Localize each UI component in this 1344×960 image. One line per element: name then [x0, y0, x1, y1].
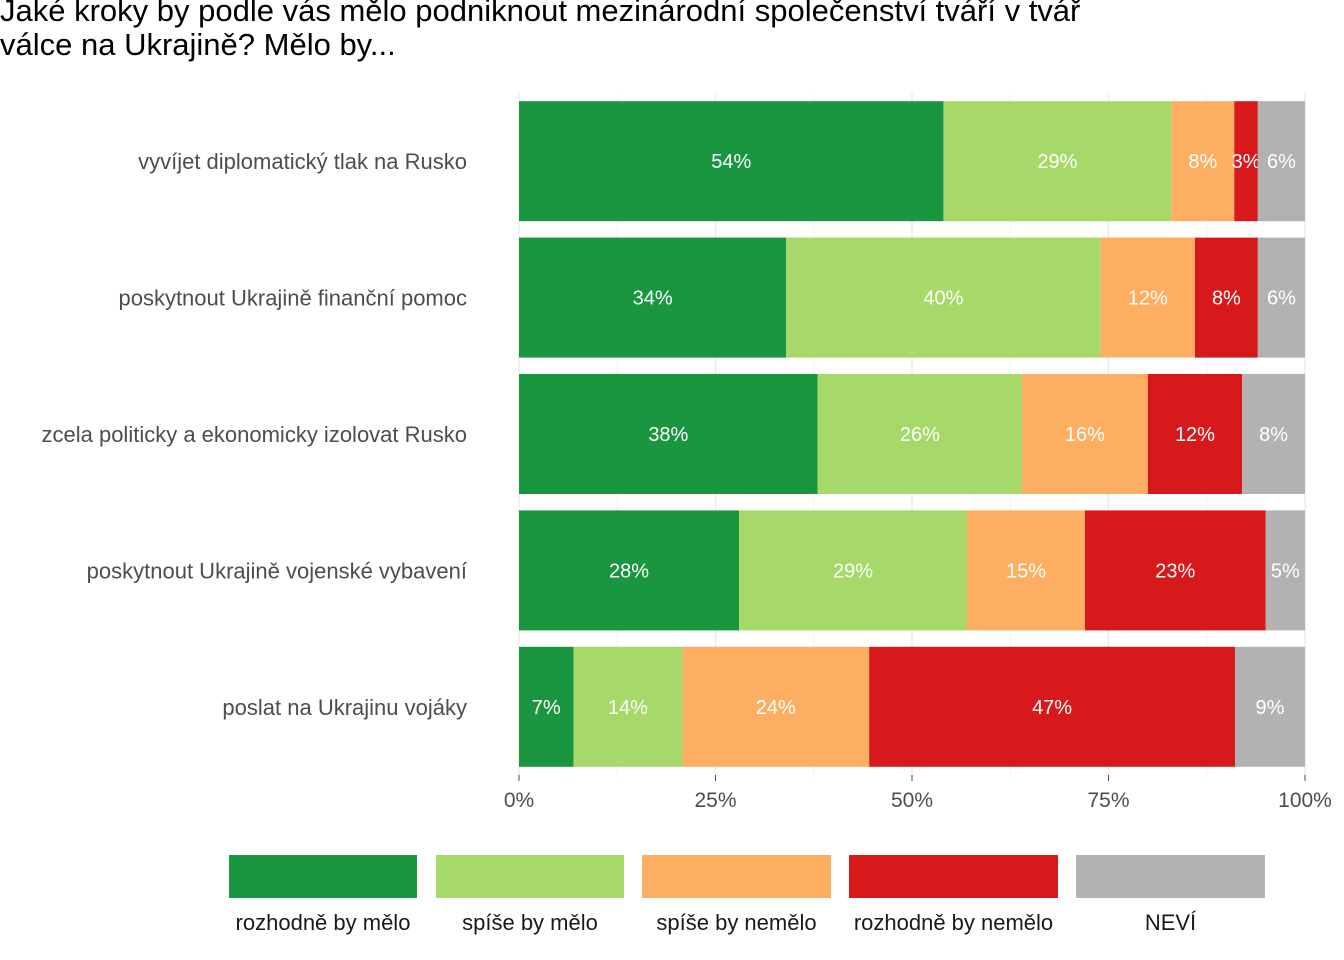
category-label: poslat na Ukrajinu vojáky	[222, 695, 467, 720]
bar-value-label: 40%	[923, 288, 963, 310]
bar-value-label: 24%	[756, 697, 796, 719]
bar-segment-nevi	[1257, 101, 1305, 222]
bar-segment-spise-by-melo	[817, 374, 1023, 494]
chart-title-line-1: Jaké kroky by podle vás mělo podniknout …	[0, 0, 1081, 28]
legend-key-nevi	[1076, 855, 1265, 898]
legend-key-rozhodne-by-melo	[229, 855, 417, 898]
bar-segment-rozhodne-by-nemelo	[1147, 374, 1243, 494]
bar-value-label: 29%	[833, 560, 873, 582]
bar-segment-rozhodne-by-nemelo	[1234, 101, 1258, 222]
bar-value-label: 26%	[900, 424, 940, 446]
legend-label: NEVÍ	[1145, 910, 1197, 935]
bar-value-label: 15%	[1006, 560, 1046, 582]
bar-value-label: 8%	[1188, 151, 1217, 173]
bars: 54% 29% 8% 3% 6% 34% 40% 12% 8% 6% 38% 26% 16% 12% 8% 2…	[519, 101, 1305, 767]
bar-value-label: 6%	[1267, 151, 1296, 173]
bar-segment-spise-by-melo	[573, 646, 683, 767]
bar-segment-rozhodne-by-melo	[519, 510, 740, 631]
category-label: zcela politicky a ekonomicky izolovat Ru…	[41, 422, 467, 447]
legend-key-rozhodne-by-nemelo	[849, 855, 1058, 898]
x-tick-label: 75%	[1087, 789, 1129, 812]
category-labels: vyvíjet diplomatický tlak na Rusko poskyt…	[41, 149, 467, 720]
x-tick-label: 50%	[891, 789, 933, 812]
legend-label: rozhodně by mělo	[236, 910, 411, 935]
category-label: poskytnout Ukrajině vojenské vybavení	[87, 558, 467, 583]
bar-value-label: 9%	[1256, 697, 1285, 719]
bar-value-label: 47%	[1032, 697, 1072, 719]
bar-value-label: 38%	[648, 424, 688, 446]
bar-segment-rozhodne-by-melo	[519, 646, 574, 767]
bar-segment-spise-by-nemelo	[682, 646, 870, 767]
x-tick-label: 100%	[1278, 789, 1332, 812]
legend: rozhodně by mělo spíše by mělo spíše by ne…	[229, 855, 1265, 935]
bar-segment-spise-by-melo	[786, 237, 1101, 358]
bar-segment-nevi	[1257, 237, 1305, 358]
x-tick-label: 25%	[694, 789, 736, 812]
legend-key-spise-by-melo	[436, 855, 624, 898]
bar-segment-spise-by-nemelo	[1100, 237, 1195, 358]
bar-segment-spise-by-melo	[943, 101, 1172, 222]
bar-value-label: 3%	[1232, 151, 1261, 173]
category-label: poskytnout Ukrajině finanční pomoc	[118, 286, 467, 311]
bar-segment-spise-by-melo	[739, 510, 968, 631]
bar-value-label: 8%	[1212, 288, 1241, 310]
bar-segment-rozhodne-by-nemelo	[1194, 237, 1258, 358]
bar-value-label: 12%	[1175, 424, 1215, 446]
bar-value-label: 14%	[608, 697, 648, 719]
bar-value-label: 16%	[1065, 424, 1105, 446]
legend-label: spíše by nemělo	[656, 910, 816, 935]
bar-value-label: 12%	[1128, 288, 1168, 310]
bar-segment-rozhodne-by-nemelo	[1084, 510, 1266, 631]
x-tick-label: 0%	[504, 789, 534, 812]
bar-value-label: 7%	[532, 697, 561, 719]
bar-value-label: 28%	[609, 560, 649, 582]
bar-segment-spise-by-nemelo	[1022, 374, 1148, 494]
bar-value-label: 23%	[1155, 560, 1195, 582]
bar-segment-rozhodne-by-nemelo	[869, 646, 1235, 767]
category-label: vyvíjet diplomatický tlak na Rusko	[138, 149, 467, 174]
bar-segment-nevi	[1265, 510, 1305, 631]
bar-segment-rozhodne-by-melo	[519, 374, 818, 494]
legend-label: rozhodně by nemělo	[854, 910, 1053, 935]
bar-value-label: 8%	[1259, 424, 1288, 446]
bar-value-label: 29%	[1037, 151, 1077, 173]
bar-value-label: 6%	[1267, 288, 1296, 310]
bar-segment-nevi	[1242, 374, 1305, 494]
bar-value-label: 5%	[1271, 560, 1300, 582]
bar-segment-nevi	[1234, 646, 1305, 767]
bar-segment-spise-by-nemelo	[967, 510, 1085, 631]
bar-value-label: 34%	[633, 288, 673, 310]
chart-title: Jaké kroky by podle vás mělo podniknout …	[0, 0, 1344, 62]
bar-value-label: 54%	[711, 151, 751, 173]
legend-key-spise-by-nemelo	[642, 855, 831, 898]
legend-label: spíše by mělo	[462, 910, 598, 935]
bar-segment-rozhodne-by-melo	[519, 101, 944, 222]
chart-title-line-2: válce na Ukrajině? Mělo by...	[0, 27, 396, 62]
bar-segment-spise-by-nemelo	[1171, 101, 1235, 222]
bar-segment-rozhodne-by-melo	[519, 237, 787, 358]
x-axis-ticks: 0% 25% 50% 75% 100%	[504, 775, 1332, 812]
